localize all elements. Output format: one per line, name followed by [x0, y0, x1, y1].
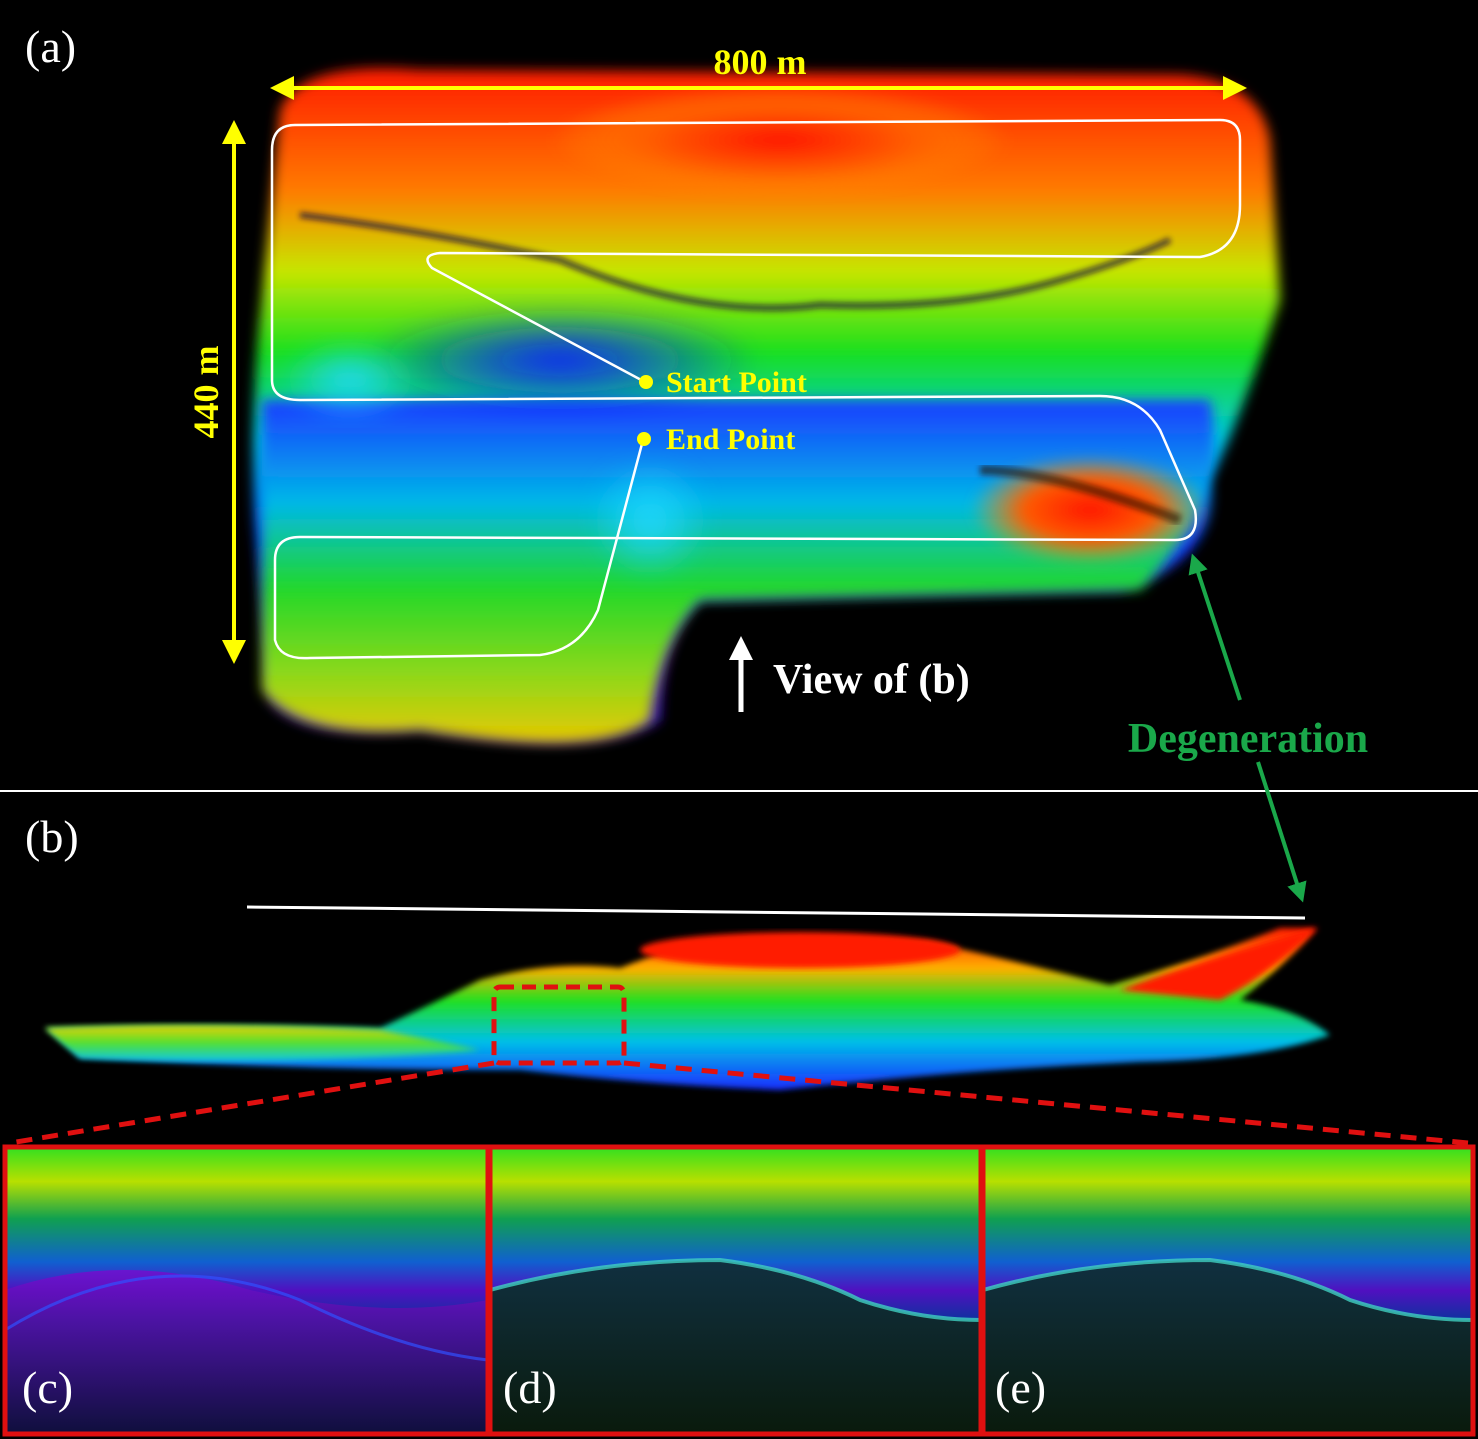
inset-e: (e): [980, 1144, 1476, 1437]
height-label: 440 m: [186, 346, 226, 439]
degeneration-arrow-lower: [1256, 761, 1307, 903]
panel-b-label: (b): [25, 811, 79, 862]
end-point-marker: [637, 432, 651, 446]
panel-a: (a) 800 m 440 m Start Point End Point Vi…: [25, 21, 1280, 743]
inset-e-label: (e): [995, 1362, 1046, 1413]
end-point-label: End Point: [666, 423, 795, 456]
zoom-connector-left: [9, 1060, 495, 1146]
inset-d: (d): [487, 1144, 984, 1437]
panel-b: (b): [9, 811, 1469, 1146]
zoom-region-box: [491, 984, 627, 1066]
zoom-connector-right: [623, 1060, 1469, 1146]
top-view-point-cloud: [253, 68, 1280, 743]
trajectory-path: [270, 118, 1242, 660]
trajectory-side-view: [246, 905, 1306, 920]
degeneration-arrow-upper: [1188, 553, 1242, 701]
start-point-label: Start Point: [666, 366, 807, 399]
start-point-marker: [639, 375, 653, 389]
inset-d-label: (d): [503, 1362, 557, 1413]
inset-c: (c): [2, 1144, 491, 1437]
view-direction-arrow-icon: [729, 636, 753, 660]
inset-c-label: (c): [22, 1362, 73, 1413]
view-of-b-label: View of (b): [773, 657, 970, 703]
degeneration-label: Degeneration: [1128, 716, 1368, 762]
side-view-point-cloud: [45, 928, 1330, 1090]
width-label: 800 m: [714, 42, 807, 82]
panel-a-label: (a): [25, 21, 76, 72]
